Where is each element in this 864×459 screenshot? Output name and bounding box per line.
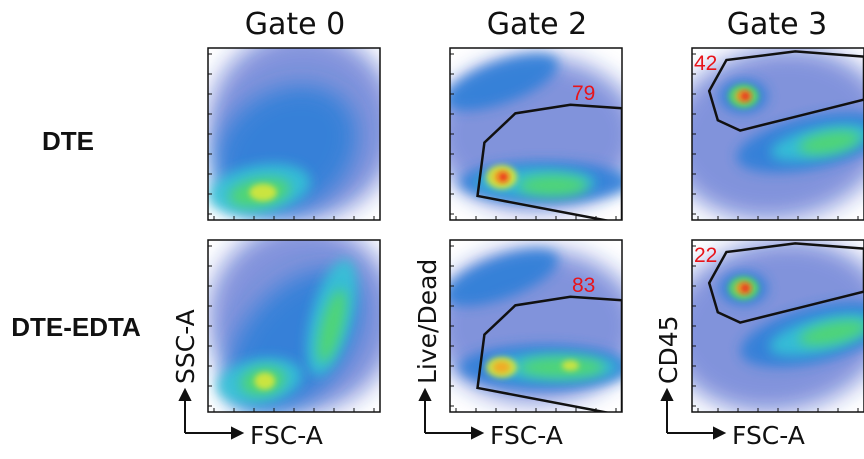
column-title-gate-3: Gate 3	[727, 7, 827, 42]
x-arrowhead	[231, 426, 245, 440]
axes-gate-3	[660, 387, 727, 440]
density-blob	[493, 361, 511, 374]
density-blob	[499, 172, 508, 182]
axes-gate-0	[178, 387, 245, 440]
gate-polygon	[707, 50, 864, 132]
density-plot	[450, 240, 622, 412]
density-blob	[249, 183, 277, 202]
density-blob	[254, 372, 276, 390]
density-blob	[518, 175, 588, 196]
gate-percentage: 79	[572, 82, 595, 105]
density-plot	[208, 48, 380, 220]
row-label-dte: DTE	[42, 126, 94, 156]
density-plot	[208, 240, 380, 412]
gate-percentage: 42	[694, 52, 717, 75]
panel-dte-edta-gate-3: 22	[691, 239, 864, 413]
y-arrowhead	[418, 387, 432, 401]
density-blob	[799, 131, 861, 155]
density-blob	[317, 289, 346, 363]
y-axis-label-gate-2: Live/Dead	[413, 259, 442, 384]
density-blob	[450, 54, 559, 111]
x-axis-label-gate-2: FSC-A	[490, 421, 563, 450]
y-axis-label-gate-3: CD45	[654, 315, 683, 384]
y-arrowhead	[660, 387, 674, 401]
x-axis-label-gate-0: FSC-A	[250, 421, 323, 450]
density-plot	[450, 48, 622, 220]
gate-polygon	[707, 242, 864, 324]
panels-group: 79 42 83 22	[207, 47, 864, 413]
gate-polygon	[476, 295, 622, 412]
density-plot	[692, 240, 864, 412]
axes-gate-2	[418, 387, 485, 440]
y-arrowhead	[178, 387, 192, 401]
density-blob	[741, 283, 750, 293]
density-blob	[450, 249, 559, 307]
panel-dte-edta-gate-0	[207, 239, 381, 413]
gate-percentage: 83	[572, 274, 595, 297]
x-arrowhead	[471, 426, 485, 440]
density-blob	[561, 360, 580, 371]
panel-dte-gate-3: 42	[691, 47, 864, 221]
panel-dte-gate-2: 79	[449, 47, 623, 221]
density-blob	[741, 91, 750, 101]
panel-dte-edta-gate-2: 83	[449, 239, 623, 413]
column-title-gate-2: Gate 2	[487, 7, 587, 42]
x-arrowhead	[713, 426, 727, 440]
column-title-gate-0: Gate 0	[245, 7, 345, 42]
x-axis-label-gate-3: FSC-A	[732, 421, 805, 450]
gate-polygon	[476, 103, 622, 220]
density-blob	[799, 320, 864, 346]
density-blob	[518, 356, 605, 378]
density-plot	[692, 48, 864, 220]
y-axis-label-gate-0: SSC-A	[171, 309, 200, 384]
row-label-dte-edta: DTE-EDTA	[11, 312, 141, 342]
panel-dte-gate-0	[207, 47, 381, 221]
gate-percentage: 22	[694, 244, 717, 267]
